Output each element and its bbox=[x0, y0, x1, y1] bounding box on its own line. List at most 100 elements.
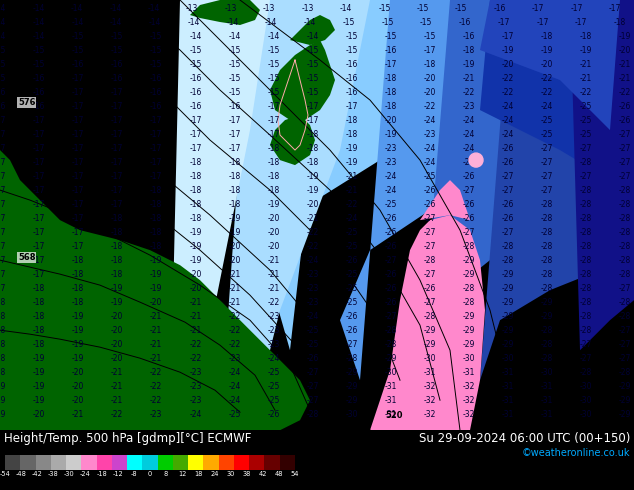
Text: -21: -21 bbox=[463, 74, 475, 82]
Text: -28: -28 bbox=[384, 340, 397, 349]
Text: -17: -17 bbox=[0, 199, 6, 209]
Polygon shape bbox=[370, 215, 485, 430]
Text: -19: -19 bbox=[33, 354, 45, 363]
Text: -24: -24 bbox=[228, 368, 240, 377]
Text: -32: -32 bbox=[424, 396, 436, 405]
Text: -17: -17 bbox=[72, 74, 84, 82]
Text: -14: -14 bbox=[304, 18, 316, 26]
Text: -17: -17 bbox=[33, 199, 45, 209]
Bar bbox=[5, 455, 20, 470]
Text: -21: -21 bbox=[619, 74, 631, 82]
Text: -28: -28 bbox=[580, 158, 592, 167]
Text: -15: -15 bbox=[268, 46, 280, 54]
Text: -18: -18 bbox=[228, 186, 240, 195]
Text: -21: -21 bbox=[111, 382, 123, 391]
Text: -16: -16 bbox=[150, 88, 162, 97]
Text: -18: -18 bbox=[268, 172, 280, 181]
Text: -27: -27 bbox=[619, 172, 631, 181]
Text: -17: -17 bbox=[150, 144, 162, 152]
Text: -29: -29 bbox=[501, 312, 514, 320]
Text: -16: -16 bbox=[189, 74, 202, 82]
Bar bbox=[81, 455, 96, 470]
Polygon shape bbox=[0, 0, 310, 430]
Text: -17: -17 bbox=[306, 116, 319, 124]
Text: -14: -14 bbox=[265, 18, 278, 26]
Text: 38: 38 bbox=[242, 471, 251, 477]
Text: -25: -25 bbox=[541, 129, 553, 139]
Text: -12: -12 bbox=[112, 471, 123, 477]
Text: -17: -17 bbox=[111, 88, 124, 97]
Bar bbox=[234, 455, 249, 470]
Text: -26: -26 bbox=[346, 312, 358, 320]
Text: -15: -15 bbox=[455, 3, 467, 13]
Text: -27: -27 bbox=[306, 396, 319, 405]
Text: -18: -18 bbox=[189, 172, 202, 181]
Bar bbox=[96, 455, 112, 470]
Text: -28: -28 bbox=[580, 368, 592, 377]
Text: -17: -17 bbox=[0, 144, 6, 152]
Text: -17: -17 bbox=[111, 129, 124, 139]
Text: -21: -21 bbox=[268, 270, 280, 279]
Text: 18: 18 bbox=[194, 471, 202, 477]
Text: -15: -15 bbox=[424, 31, 436, 41]
Text: -23: -23 bbox=[150, 410, 162, 419]
Text: -29: -29 bbox=[619, 410, 631, 419]
Text: -17: -17 bbox=[111, 172, 124, 181]
Text: -26: -26 bbox=[424, 284, 436, 293]
Text: -18: -18 bbox=[228, 172, 240, 181]
Text: -16: -16 bbox=[346, 59, 358, 69]
Text: -25: -25 bbox=[306, 340, 319, 349]
Text: -28: -28 bbox=[580, 186, 592, 195]
Text: -27: -27 bbox=[501, 172, 514, 181]
Text: -48: -48 bbox=[16, 471, 27, 477]
Text: -17: -17 bbox=[111, 158, 124, 167]
Text: -17: -17 bbox=[268, 116, 280, 124]
Text: -14: -14 bbox=[226, 18, 238, 26]
Text: -29: -29 bbox=[501, 297, 514, 307]
Text: -21: -21 bbox=[619, 59, 631, 69]
Text: -15: -15 bbox=[228, 88, 240, 97]
Text: -17: -17 bbox=[111, 199, 124, 209]
Text: -17: -17 bbox=[33, 158, 45, 167]
Text: -20: -20 bbox=[384, 116, 397, 124]
Text: -17: -17 bbox=[0, 256, 6, 265]
Text: -21: -21 bbox=[150, 326, 162, 335]
Text: 48: 48 bbox=[275, 471, 283, 477]
Text: -17: -17 bbox=[0, 270, 6, 279]
Text: -19: -19 bbox=[306, 172, 319, 181]
Text: -19: -19 bbox=[189, 228, 202, 237]
Polygon shape bbox=[270, 40, 335, 120]
Text: -18: -18 bbox=[150, 186, 162, 195]
Text: -19: -19 bbox=[33, 382, 45, 391]
Text: -15: -15 bbox=[346, 46, 358, 54]
Text: -18: -18 bbox=[463, 46, 475, 54]
Text: -17: -17 bbox=[189, 129, 202, 139]
Text: -16: -16 bbox=[346, 74, 358, 82]
Text: -24: -24 bbox=[384, 172, 397, 181]
Polygon shape bbox=[570, 0, 634, 350]
Text: -15: -15 bbox=[420, 18, 432, 26]
Text: -26: -26 bbox=[501, 214, 514, 222]
Text: -18: -18 bbox=[189, 186, 202, 195]
Text: -15: -15 bbox=[378, 3, 391, 13]
Text: -17: -17 bbox=[72, 186, 84, 195]
Text: 0: 0 bbox=[148, 471, 152, 477]
Text: -23: -23 bbox=[268, 312, 280, 320]
Polygon shape bbox=[420, 0, 634, 370]
Bar bbox=[127, 455, 143, 470]
Text: -27: -27 bbox=[541, 172, 553, 181]
Text: -15: -15 bbox=[381, 18, 394, 26]
Text: -22: -22 bbox=[424, 101, 436, 111]
Text: -28: -28 bbox=[619, 312, 631, 320]
Text: -17: -17 bbox=[532, 3, 545, 13]
Text: -20: -20 bbox=[306, 199, 319, 209]
Text: -27: -27 bbox=[579, 340, 592, 349]
Text: -28: -28 bbox=[541, 256, 553, 265]
Text: -18: -18 bbox=[0, 340, 6, 349]
Text: -28: -28 bbox=[384, 326, 397, 335]
Text: -17: -17 bbox=[0, 129, 6, 139]
Text: -25: -25 bbox=[306, 326, 319, 335]
Text: -21: -21 bbox=[189, 312, 202, 320]
Text: 8: 8 bbox=[164, 471, 168, 477]
Text: -22: -22 bbox=[228, 312, 240, 320]
